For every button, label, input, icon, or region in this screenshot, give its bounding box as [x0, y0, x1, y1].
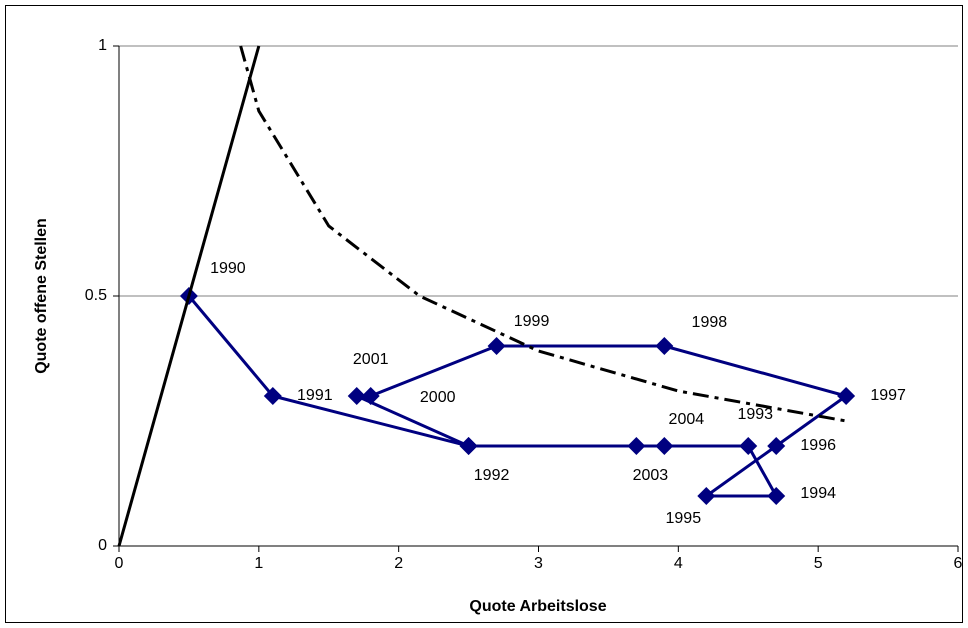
point-label: 1992 [474, 467, 510, 484]
marker [361, 387, 380, 405]
point-label: 1991 [297, 387, 333, 404]
series-line [117, 45, 261, 547]
marker [487, 337, 506, 355]
marker [459, 437, 478, 455]
point-label: 1995 [666, 510, 702, 527]
point-label: 2003 [633, 467, 669, 484]
marker [627, 437, 646, 455]
x-tick-label: 0 [115, 555, 124, 572]
marker [655, 337, 674, 355]
y-tick-label: 0 [98, 537, 107, 554]
marker [655, 437, 674, 455]
chart-border [5, 5, 963, 623]
marker [347, 387, 366, 405]
point-label: 1999 [514, 313, 550, 330]
point-label: 1998 [692, 314, 728, 331]
y-tick-label: 1 [98, 37, 107, 54]
point-label: 1993 [737, 406, 773, 423]
marker [767, 437, 786, 455]
point-label: 2001 [353, 351, 389, 368]
series-line [239, 45, 847, 423]
x-tick-label: 4 [674, 555, 683, 572]
point-label: 1997 [870, 387, 906, 404]
marker [837, 387, 856, 405]
point-label: 1996 [800, 437, 836, 454]
marker [767, 487, 786, 505]
x-axis-title: Quote Arbeitslose [469, 598, 606, 615]
y-axis-title: Quote offene Stellen [33, 218, 50, 374]
point-label: 1990 [210, 260, 246, 277]
marker [697, 487, 716, 505]
x-tick-label: 2 [394, 555, 403, 572]
x-tick-label: 3 [534, 555, 543, 572]
x-tick-label: 1 [254, 555, 263, 572]
y-tick-label: 0.5 [85, 287, 107, 304]
point-label: 2000 [420, 389, 456, 406]
marker [263, 387, 282, 405]
x-tick-label: 6 [954, 555, 963, 572]
point-label: 1994 [800, 485, 836, 502]
marker [739, 437, 758, 455]
x-tick-label: 5 [814, 555, 823, 572]
point-label: 2004 [669, 411, 705, 428]
